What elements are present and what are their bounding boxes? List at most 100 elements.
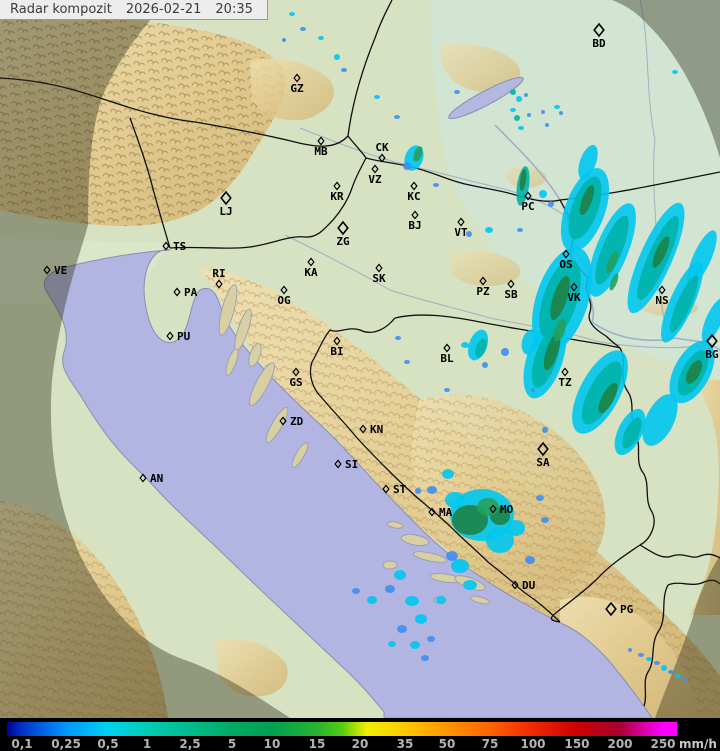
radar-echo bbox=[598, 382, 618, 414]
city-marker-bl: BL bbox=[440, 343, 454, 365]
product-time: 20:35 bbox=[215, 2, 253, 17]
city-label: BI bbox=[330, 345, 343, 358]
city-marker-zd: ZD bbox=[279, 415, 304, 428]
city-diamond-icon bbox=[293, 73, 301, 83]
city-diamond-icon bbox=[139, 473, 147, 483]
radar-echo bbox=[282, 38, 286, 42]
city-diamond-icon bbox=[524, 191, 532, 201]
city-diamond-icon bbox=[561, 367, 569, 377]
city-diamond-icon bbox=[220, 190, 232, 206]
city-diamond-icon bbox=[489, 504, 497, 514]
city-diamond-icon bbox=[537, 441, 549, 457]
radar-echo bbox=[318, 36, 324, 40]
city-label: PA bbox=[184, 286, 198, 299]
city-label: OG bbox=[277, 294, 291, 307]
city-marker-sb: SB bbox=[504, 279, 518, 301]
radar-echo bbox=[475, 338, 487, 358]
radar-echo bbox=[405, 596, 419, 606]
city-marker-bj: BJ bbox=[408, 210, 422, 232]
city-marker-vt: VT bbox=[454, 217, 468, 239]
city-diamond-icon bbox=[479, 276, 487, 286]
city-diamond-icon bbox=[292, 367, 300, 377]
city-label: NS bbox=[655, 294, 668, 307]
radar-echo bbox=[642, 394, 678, 446]
radar-echo bbox=[668, 670, 674, 674]
radar-echo bbox=[510, 108, 516, 112]
radar-echo bbox=[661, 665, 667, 671]
radar-echo bbox=[550, 276, 570, 320]
radar-echo bbox=[413, 146, 423, 162]
radar-echo bbox=[654, 661, 660, 665]
radar-echo bbox=[415, 488, 421, 494]
city-diamond-icon bbox=[43, 265, 51, 275]
radar-echo bbox=[675, 674, 681, 678]
radar-echo bbox=[595, 215, 629, 285]
city-label: PC bbox=[521, 200, 534, 213]
radar-echo bbox=[446, 551, 458, 561]
scale-tick-2_5: 2,5 bbox=[179, 737, 201, 751]
radar-echo bbox=[444, 388, 450, 392]
city-diamond-icon bbox=[359, 424, 367, 434]
radar-echo bbox=[395, 336, 401, 340]
scale-tick-10: 10 bbox=[263, 737, 281, 751]
radar-echo bbox=[394, 570, 406, 580]
city-marker-os: OS bbox=[559, 249, 573, 271]
city-diamond-icon bbox=[410, 181, 418, 191]
city-marker-an: AN bbox=[139, 472, 163, 485]
radar-echo bbox=[581, 361, 623, 425]
adriatic-sea bbox=[43, 249, 653, 718]
city-label: GS bbox=[289, 376, 302, 389]
city-label: GZ bbox=[290, 82, 304, 95]
radar-echo bbox=[685, 360, 703, 384]
city-marker-ve: VE bbox=[43, 264, 67, 277]
radar-echo bbox=[501, 348, 509, 356]
city-label: ST bbox=[393, 483, 407, 496]
radar-coverage-mask bbox=[0, 0, 720, 718]
city-label: BG bbox=[705, 348, 719, 361]
city-marker-pc: PC bbox=[521, 191, 535, 213]
mountain-terrain bbox=[0, 16, 720, 718]
city-diamond-icon bbox=[279, 416, 287, 426]
radar-echo bbox=[482, 362, 488, 368]
city-diamond-icon bbox=[333, 336, 341, 346]
city-diamond-icon bbox=[280, 285, 288, 295]
radar-echo bbox=[477, 498, 499, 516]
city-diamond-icon bbox=[605, 601, 617, 617]
radar-echo bbox=[578, 144, 598, 180]
radar-echo bbox=[388, 641, 396, 647]
city-diamond-icon bbox=[411, 210, 419, 220]
city-marker-vk: VK bbox=[567, 282, 581, 304]
city-marker-kn: KN bbox=[359, 423, 383, 436]
precipitation-echoes bbox=[282, 12, 720, 681]
city-label: KC bbox=[407, 190, 420, 203]
city-marker-vz: VZ bbox=[368, 164, 382, 186]
city-marker-ns: NS bbox=[655, 285, 669, 307]
city-diamond-icon bbox=[507, 279, 515, 289]
city-diamond-icon bbox=[562, 249, 570, 259]
city-label: RI bbox=[212, 267, 225, 280]
radar-echo bbox=[463, 580, 477, 590]
city-diamond-icon bbox=[658, 285, 666, 295]
city-diamond-icon bbox=[593, 22, 605, 38]
scale-tick-15: 15 bbox=[308, 737, 326, 751]
city-label: VZ bbox=[368, 173, 382, 186]
radar-echo bbox=[541, 110, 545, 114]
city-marker-bg: BG bbox=[705, 333, 719, 361]
radar-echo bbox=[433, 183, 439, 187]
city-diamond-icon bbox=[337, 220, 349, 236]
scale-tick-5: 5 bbox=[227, 737, 237, 751]
radar-echo bbox=[646, 657, 652, 661]
city-label: CK bbox=[375, 141, 389, 154]
city-marker-ts: TS bbox=[162, 240, 186, 253]
scale-tick-1: 1 bbox=[142, 737, 152, 751]
radar-echo bbox=[539, 190, 547, 198]
city-label: KN bbox=[370, 423, 383, 436]
city-marker-sa: SA bbox=[536, 441, 550, 469]
city-label: KA bbox=[304, 266, 318, 279]
radar-echo bbox=[507, 520, 525, 536]
radar-echo bbox=[622, 417, 642, 449]
radar-echo bbox=[525, 556, 535, 564]
radar-echo bbox=[559, 111, 563, 115]
city-label: MO bbox=[500, 503, 514, 516]
city-label: ZD bbox=[290, 415, 304, 428]
